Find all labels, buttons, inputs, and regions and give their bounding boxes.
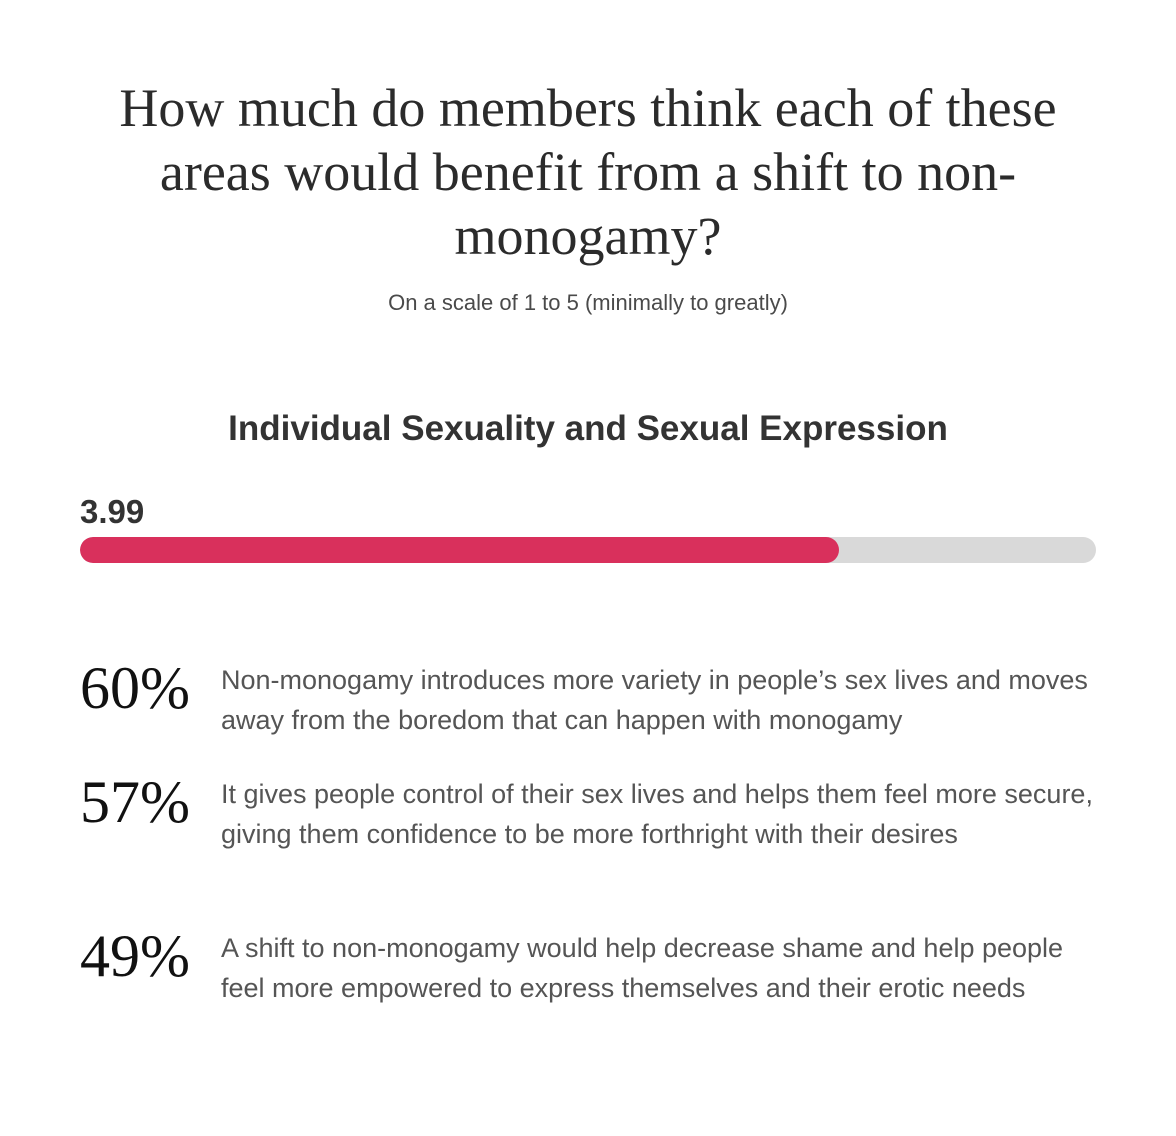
stat-text: Non-monogamy introduces more variety in …: [221, 665, 1088, 735]
score-bar-track: [80, 537, 1096, 563]
score-label: 3.99: [80, 493, 145, 530]
stat-text: A shift to non-monogamy would help decre…: [221, 933, 1064, 1003]
stat-percent: 60%: [80, 655, 190, 721]
page-subtitle: On a scale of 1 to 5 (minimally to great…: [388, 290, 788, 315]
stat-percent: 57%: [80, 769, 190, 835]
stat-percent: 49%: [80, 923, 190, 989]
score-bar-fill: [80, 537, 840, 563]
section-title: Individual Sexuality and Sexual Expressi…: [228, 409, 948, 448]
stat-text: It gives people control of their sex liv…: [221, 779, 1093, 849]
page-title: How much do members think each of these …: [119, 78, 1057, 266]
